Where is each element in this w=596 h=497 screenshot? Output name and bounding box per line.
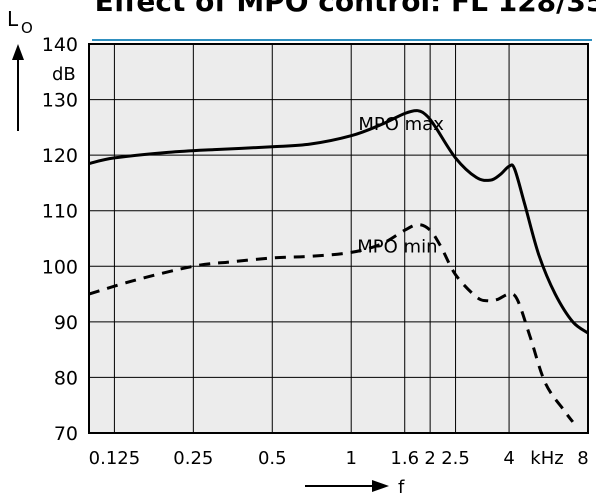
chart-title: Effect of MPO control: FL 128/35	[95, 0, 596, 18]
y-axis-label-subscript: O	[21, 19, 33, 37]
series-line-mpo-max	[88, 109, 589, 335]
y-tick-label: 100	[42, 256, 78, 278]
y-axis-label: L	[7, 7, 19, 31]
y-tick-label: 130	[42, 90, 78, 112]
x-tick-label: 1	[345, 448, 356, 469]
x-axis-label: f	[398, 477, 405, 497]
x-tick-label: 4	[503, 448, 514, 469]
annotations: MPO max MPO min	[357, 114, 444, 257]
y-tick-label: 70	[54, 423, 78, 445]
plot-area	[89, 44, 588, 433]
x-axis-arrow-head	[372, 480, 389, 492]
x-tick-label: 2.5	[441, 448, 470, 469]
x-tick-label: 0.125	[89, 448, 141, 469]
x-tick-label: 0.25	[173, 448, 213, 469]
y-tick-label: 90	[54, 312, 78, 334]
y-tick-label: 80	[54, 367, 78, 389]
annotation-label-mpo-max: MPO max	[358, 114, 444, 135]
y-axis-unit: dB	[52, 64, 76, 85]
annotation-label-mpo-min: MPO min	[357, 236, 437, 257]
x-axis-unit: kHz	[530, 448, 563, 469]
y-tick-label: 140	[42, 34, 78, 56]
x-tick-label: 0.5	[258, 448, 287, 469]
y-tick-label: 110	[42, 201, 78, 223]
plot-border	[88, 43, 589, 434]
series-line-mpo-min	[88, 223, 575, 423]
x-tick-labels: 0.125 0.25 0.5 1 1.6 2 2.5 4 8	[89, 448, 589, 469]
y-tick-label: 120	[42, 145, 78, 167]
y-tick-labels: 70 80 90 100 110 120 130 140	[42, 34, 78, 445]
y-axis-arrow-head	[12, 44, 24, 60]
x-tick-label: 8	[577, 448, 588, 469]
x-tick-label: 2	[424, 448, 435, 469]
x-tick-label: 1.6	[390, 448, 419, 469]
title-rule	[92, 39, 592, 41]
series-group	[88, 109, 589, 423]
